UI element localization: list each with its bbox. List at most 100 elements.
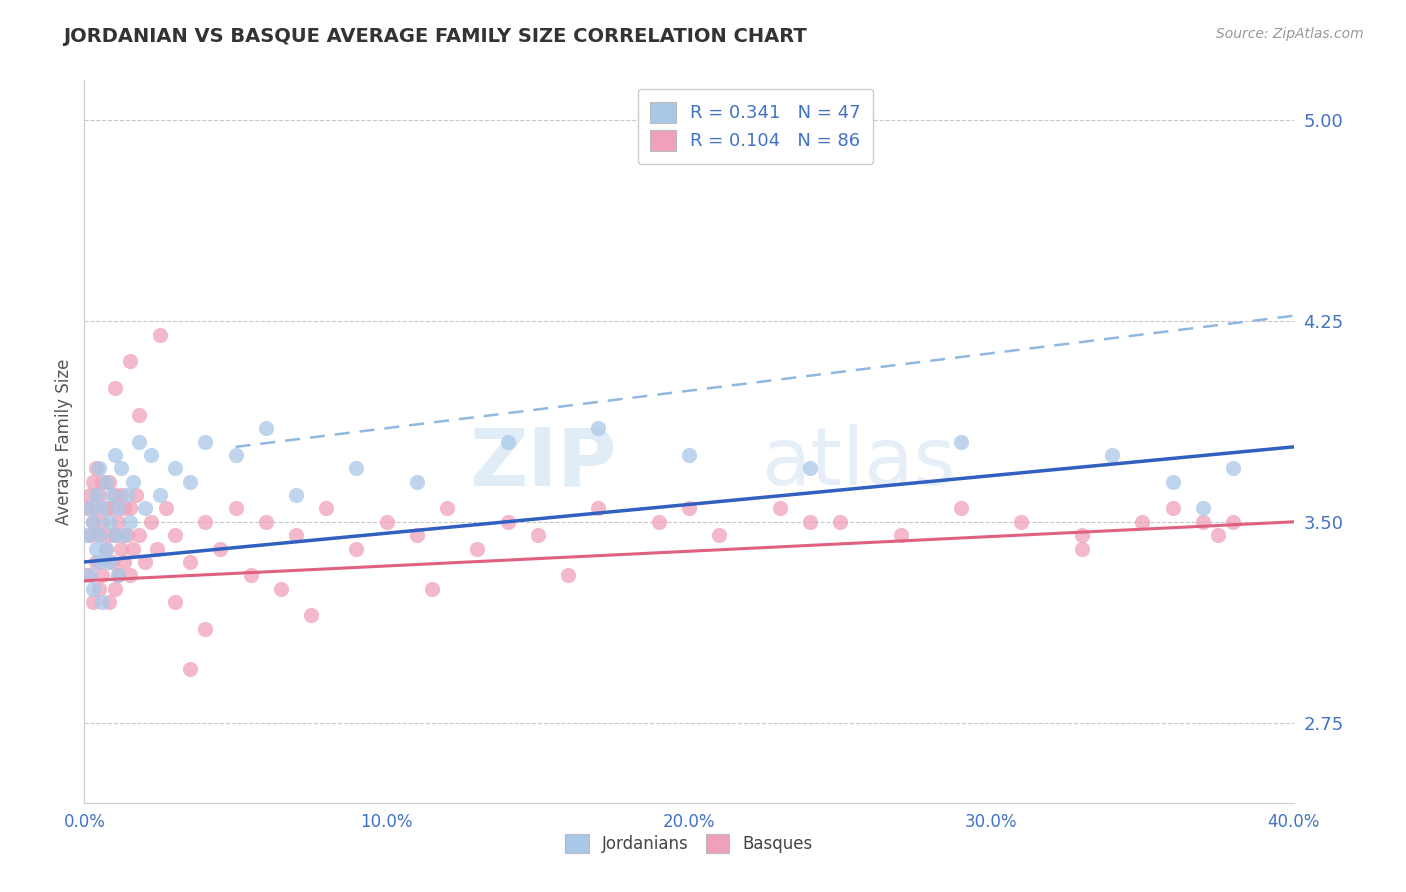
Point (146, 541, 169, 556)
Point (100, 501, 122, 516)
Point (225, 501, 247, 516)
Point (107, 515, 129, 529)
Point (830, 515, 852, 529)
Point (76, 528, 98, 542)
Point (270, 582, 292, 596)
Point (82, 515, 104, 529)
Point (76, 568, 98, 582)
Point (406, 475, 429, 489)
Point (285, 488, 308, 502)
Point (225, 448, 247, 462)
Point (1192, 501, 1215, 516)
Point (950, 434, 973, 449)
Point (97, 475, 120, 489)
Point (104, 582, 127, 596)
Point (107, 501, 129, 516)
Point (94, 541, 117, 556)
Point (86, 555, 108, 569)
Point (420, 582, 443, 596)
Point (104, 488, 127, 502)
Point (1161, 475, 1184, 489)
Point (950, 501, 973, 516)
Point (82, 582, 104, 596)
Point (97, 595, 120, 609)
Point (165, 528, 187, 542)
Point (496, 434, 519, 449)
Point (110, 461, 132, 475)
Point (209, 541, 232, 556)
Point (97, 555, 120, 569)
Point (121, 475, 143, 489)
Point (194, 622, 217, 636)
Point (79, 501, 101, 516)
Point (179, 555, 201, 569)
Text: atlas: atlas (762, 425, 956, 502)
Point (79, 488, 101, 502)
Point (104, 528, 127, 542)
Point (128, 528, 150, 542)
Point (76, 501, 98, 516)
Text: ZIP: ZIP (470, 425, 616, 502)
Point (375, 515, 398, 529)
Point (118, 515, 141, 529)
Point (254, 515, 277, 529)
Point (104, 448, 127, 462)
Point (254, 421, 277, 435)
Point (179, 662, 201, 676)
Point (436, 501, 458, 516)
Point (149, 488, 172, 502)
Point (86, 488, 108, 502)
Point (496, 515, 519, 529)
Point (1161, 501, 1184, 516)
Point (97, 515, 120, 529)
Point (94, 541, 117, 556)
Point (467, 541, 489, 556)
Point (709, 528, 731, 542)
Point (194, 515, 217, 529)
Point (91, 568, 114, 582)
Point (100, 555, 122, 569)
Point (769, 501, 792, 516)
Point (128, 408, 150, 422)
Point (134, 555, 156, 569)
Point (1222, 461, 1244, 475)
Point (139, 515, 162, 529)
Point (91, 595, 114, 609)
Point (82, 595, 104, 609)
Point (89, 461, 111, 475)
Point (134, 501, 156, 516)
Point (678, 501, 700, 516)
Point (648, 515, 671, 529)
Point (128, 434, 150, 449)
Point (107, 568, 129, 582)
Point (86, 501, 108, 516)
Point (110, 541, 132, 556)
Point (89, 528, 111, 542)
Point (91, 515, 114, 529)
Point (121, 541, 143, 556)
Point (1192, 515, 1215, 529)
Point (179, 475, 201, 489)
Point (79, 528, 101, 542)
Text: Source: ZipAtlas.com: Source: ZipAtlas.com (1216, 27, 1364, 41)
Point (89, 488, 111, 502)
Point (346, 461, 368, 475)
Point (97, 528, 120, 542)
Point (110, 488, 132, 502)
Point (165, 461, 187, 475)
Point (239, 568, 262, 582)
Point (89, 528, 111, 542)
Point (346, 541, 368, 556)
Point (104, 528, 127, 542)
Point (588, 501, 610, 516)
Point (100, 488, 122, 502)
Point (299, 608, 322, 623)
Point (107, 568, 129, 582)
Point (799, 515, 821, 529)
Point (588, 421, 610, 435)
Point (285, 528, 308, 542)
Point (406, 528, 429, 542)
Point (527, 528, 550, 542)
Point (799, 461, 821, 475)
Point (115, 528, 138, 542)
